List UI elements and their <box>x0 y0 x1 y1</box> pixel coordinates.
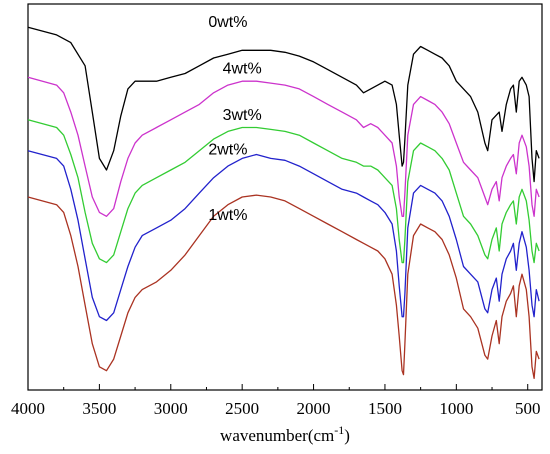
x-tick-label: 2500 <box>225 399 259 418</box>
x-tick-label: 4000 <box>11 399 45 418</box>
x-tick-label: 2000 <box>297 399 331 418</box>
series-label-1wtpct: 1wt% <box>208 207 247 224</box>
series-line-4wtpct <box>27 76 540 217</box>
series-label-2wtpct: 2wt% <box>208 142 247 159</box>
series-layer <box>27 26 540 380</box>
x-axis-title: wavenumber(cm-1) <box>220 423 350 445</box>
plot-frame <box>27 3 543 391</box>
x-tick-label: 3000 <box>154 399 188 418</box>
series-line-3wtpct <box>27 119 540 264</box>
x-tick-label: 1000 <box>439 399 473 418</box>
x-tick-label: 3500 <box>82 399 116 418</box>
series-labels: 0wt% 4wt% 3wt% 2wt% 1wt% <box>208 14 261 224</box>
series-line-2wtpct <box>27 150 540 322</box>
x-axis: 4000 3500 3000 2500 2000 1500 1000 500 <box>11 384 540 418</box>
x-tick-label: 500 <box>515 399 541 418</box>
series-line-0wtpct <box>27 26 540 183</box>
series-label-4wtpct: 4wt% <box>223 60 262 77</box>
series-label-3wtpct: 3wt% <box>223 107 262 124</box>
x-tick-label: 1500 <box>368 399 402 418</box>
series-line-1wtpct <box>27 194 540 380</box>
series-label-0wtpct: 0wt% <box>208 14 247 31</box>
